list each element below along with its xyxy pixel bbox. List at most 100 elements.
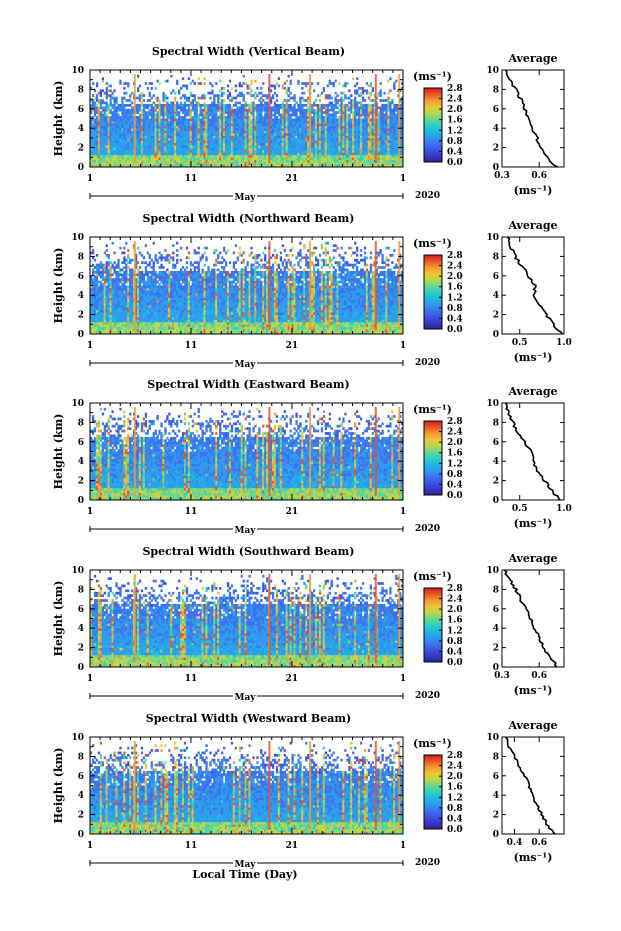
avg-y-tick-label: 0	[493, 830, 499, 840]
x-tick-label: 1	[87, 174, 93, 184]
avg-x-tick-label: 0.6	[531, 171, 547, 181]
y-tick-label: 4	[78, 457, 84, 467]
avg-profile-line	[506, 403, 561, 500]
y-tick-label: 10	[71, 566, 84, 576]
colorbar-tick-label: 0.0	[447, 825, 463, 835]
y-tick-label: 8	[78, 85, 84, 95]
avg-y-tick-label: 4	[493, 624, 499, 634]
y-tick-label: 6	[78, 605, 84, 615]
colorbar-tick-label: 0.8	[447, 137, 463, 147]
avg-y-tick-label: 6	[493, 772, 499, 782]
y-tick-label: 4	[78, 791, 84, 801]
y-tick-label: 2	[78, 311, 84, 321]
x-tick-label: 21	[286, 341, 299, 351]
colorbar-tick-label: 2.8	[447, 751, 463, 761]
avg-frame	[502, 237, 564, 334]
colorbar-unit: (ms⁻¹)	[413, 403, 452, 416]
year-label: 2020	[415, 858, 440, 868]
avg-x-label: (ms⁻¹)	[514, 517, 553, 530]
y-tick-label: 10	[71, 66, 84, 76]
avg-y-tick-label: 8	[493, 85, 499, 95]
avg-x-tick-label: 0.3	[494, 171, 510, 181]
x-tick-label: 11	[185, 674, 198, 684]
colorbar-tick-label: 0.4	[447, 814, 463, 824]
month-label: May	[234, 193, 256, 203]
panel-title: Spectral Width (Southward Beam)	[142, 545, 354, 558]
avg-title: Average	[507, 219, 557, 232]
colorbar-tick-label: 2.8	[447, 417, 463, 427]
avg-y-tick-label: 10	[486, 66, 499, 76]
colorbar-tick-label: 2.4	[447, 428, 463, 438]
y-tick-label: 0	[78, 496, 84, 506]
y-tick-label: 2	[78, 644, 84, 654]
y-tick-label: 2	[78, 477, 84, 487]
panel-title: Spectral Width (Eastward Beam)	[147, 378, 349, 391]
colorbar-tick-label: 0.0	[447, 491, 463, 501]
colorbar-tick-label: 2.8	[447, 84, 463, 94]
x-tick-label: 11	[185, 174, 198, 184]
x-tick-label: 21	[286, 841, 299, 851]
x-tick-label: 21	[286, 174, 299, 184]
colorbar-tick-label: 2.0	[447, 105, 463, 115]
y-tick-label: 4	[78, 291, 84, 301]
colorbar-tick-label: 1.2	[447, 626, 463, 636]
colorbar-tick-label: 1.6	[447, 783, 463, 793]
colorbar-tick-label: 0.4	[447, 647, 463, 657]
avg-y-tick-label: 2	[493, 811, 499, 821]
y-axis-label: Height (km)	[52, 748, 65, 824]
avg-x-label: (ms⁻¹)	[514, 851, 553, 864]
colorbar-tick-label: 0.8	[447, 470, 463, 480]
avg-x-tick-label: 1.0	[556, 338, 572, 348]
avg-y-tick-label: 8	[493, 418, 499, 428]
avg-y-tick-label: 8	[493, 585, 499, 595]
avg-profile-line	[507, 237, 562, 334]
avg-x-tick-label: 1.0	[556, 504, 572, 514]
y-tick-label: 2	[78, 811, 84, 821]
year-label: 2020	[415, 191, 440, 201]
x-tick-label: 1	[400, 507, 406, 517]
colorbar-tick-label: 1.6	[447, 116, 463, 126]
colorbar	[424, 88, 442, 162]
colorbar-tick-label: 0.8	[447, 804, 463, 814]
colorbar-tick-label: 2.0	[447, 772, 463, 782]
colorbar-tick-label: 2.4	[447, 595, 463, 605]
y-axis-label: Height (km)	[52, 81, 65, 157]
colorbar-tick-label: 2.4	[447, 762, 463, 772]
avg-x-tick-label: 0.3	[494, 671, 510, 681]
avg-frame	[502, 70, 564, 167]
avg-y-tick-label: 10	[486, 233, 499, 243]
month-label: May	[234, 693, 256, 703]
month-label: May	[234, 360, 256, 370]
x-tick-label: 1	[87, 674, 93, 684]
y-tick-label: 8	[78, 418, 84, 428]
avg-profile-line	[505, 570, 557, 667]
colorbar-unit: (ms⁻¹)	[413, 237, 452, 250]
avg-profile-line	[506, 737, 555, 834]
y-tick-label: 10	[71, 399, 84, 409]
colorbar	[424, 421, 442, 495]
heatmap	[90, 407, 403, 500]
x-tick-label: 1	[400, 841, 406, 851]
avg-y-tick-label: 2	[493, 477, 499, 487]
year-label: 2020	[415, 524, 440, 534]
x-tick-label: 21	[286, 507, 299, 517]
avg-x-label: (ms⁻¹)	[514, 351, 553, 364]
avg-x-tick-label: 0.5	[512, 338, 528, 348]
colorbar-unit: (ms⁻¹)	[413, 70, 452, 83]
beam-panel-eastward: Spectral Width (Eastward Beam)0246810Hei…	[52, 378, 572, 536]
colorbar	[424, 755, 442, 829]
colorbar-tick-label: 2.4	[447, 262, 463, 272]
avg-title: Average	[507, 719, 557, 732]
avg-y-tick-label: 4	[493, 124, 499, 134]
colorbar-tick-label: 2.4	[447, 95, 463, 105]
y-tick-label: 8	[78, 752, 84, 762]
avg-y-tick-label: 2	[493, 144, 499, 154]
y-tick-label: 10	[71, 733, 84, 743]
colorbar-tick-label: 0.8	[447, 637, 463, 647]
heatmap	[90, 74, 403, 167]
avg-y-tick-label: 4	[493, 457, 499, 467]
avg-title: Average	[507, 385, 557, 398]
colorbar	[424, 255, 442, 329]
x-tick-label: 11	[185, 841, 198, 851]
